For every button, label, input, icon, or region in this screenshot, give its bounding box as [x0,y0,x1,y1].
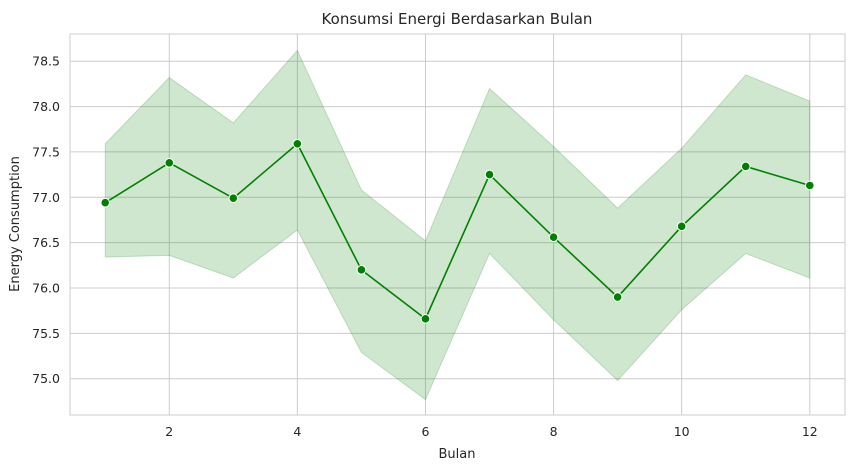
y-tick-label: 75.0 [32,371,60,386]
y-tick-label: 77.5 [32,144,60,159]
y-tick-label: 75.5 [32,326,60,341]
data-point [292,138,303,149]
y-tick-label: 76.0 [32,281,60,296]
series-line-path [104,142,811,321]
y-tick-label: 78.0 [32,99,60,114]
x-tick-label: 4 [293,424,301,439]
data-point [804,180,815,191]
plot-area [69,33,846,416]
data-point [356,265,367,275]
data-point [612,292,623,302]
data-point [420,314,431,324]
series-points [100,138,815,324]
data-point [484,169,495,180]
y-tick-labels: 75.0 75.5 76.0 76.5 77.0 77.5 78.0 78.5 [32,54,60,387]
data-point [228,193,239,203]
data-point [676,221,687,232]
grid [70,34,845,415]
y-tick-label: 76.5 [32,235,60,250]
confidence-band [104,49,811,401]
x-tick-label: 6 [421,424,429,439]
x-tick-labels: 2 4 6 8 10 12 [165,424,817,439]
data-point [164,158,175,168]
y-tick-label: 77.0 [32,190,60,205]
y-axis-label: Energy Consumption [8,156,23,292]
x-tick-label: 2 [165,424,173,439]
confidence-band-area [104,49,811,401]
data-point [740,161,751,172]
x-tick-label: 8 [550,424,558,439]
chart-title: Konsumsi Energi Berdasarkan Bulan [322,10,593,28]
series-line [104,142,811,321]
data-point [100,197,111,208]
y-tick-label: 78.5 [32,54,60,69]
x-axis-label: Bulan [439,447,476,462]
x-tick-label: 10 [674,424,690,439]
x-tick-label: 12 [802,424,818,439]
data-point [548,232,559,242]
